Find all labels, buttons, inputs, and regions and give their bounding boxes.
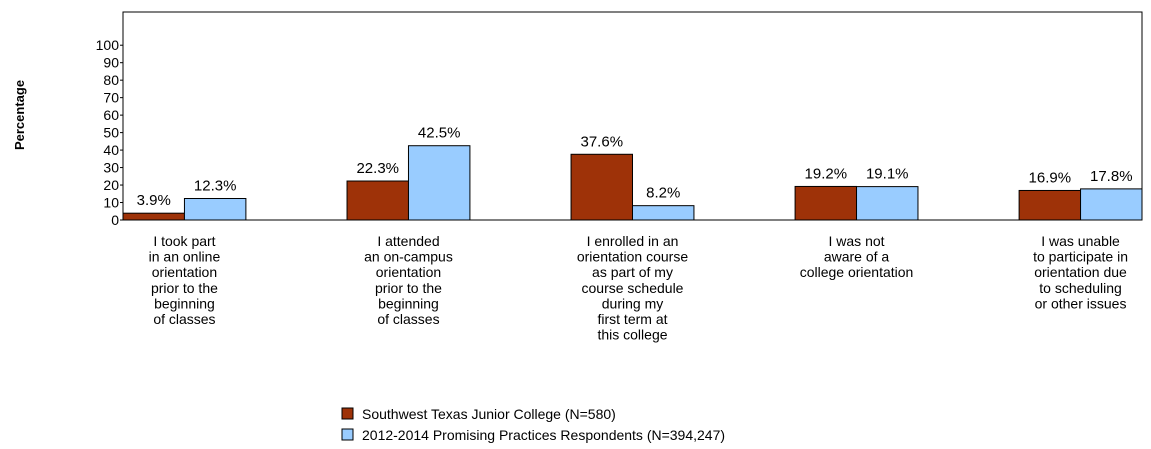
x-tick-label: orientation due bbox=[1034, 264, 1127, 280]
bar bbox=[183, 198, 247, 221]
value-label: 17.8% bbox=[1090, 168, 1133, 185]
legend-swatch bbox=[341, 407, 354, 420]
y-tick-label: 50 bbox=[103, 125, 119, 141]
x-tick-label: course schedule bbox=[582, 280, 684, 296]
value-label: 22.3% bbox=[356, 160, 399, 177]
value-label: 42.5% bbox=[418, 125, 461, 142]
y-tick-label: 20 bbox=[103, 177, 119, 193]
x-tick-label: beginning bbox=[378, 295, 439, 311]
bar bbox=[1018, 189, 1082, 221]
y-tick-label: 30 bbox=[103, 160, 119, 176]
x-tick-label: in an online bbox=[149, 249, 221, 265]
bar bbox=[122, 212, 185, 221]
x-tick-label: an on-campus bbox=[364, 249, 453, 265]
bar bbox=[407, 145, 471, 221]
x-tick-label: of classes bbox=[377, 311, 439, 327]
bar bbox=[570, 153, 634, 221]
x-tick-label: prior to the bbox=[151, 280, 218, 296]
bar bbox=[856, 186, 919, 221]
bar bbox=[794, 185, 858, 221]
x-tick-label: I enrolled in an bbox=[587, 233, 679, 249]
x-tick-label: first term at bbox=[597, 311, 667, 327]
value-label: 3.9% bbox=[137, 192, 171, 209]
value-label: 16.9% bbox=[1029, 169, 1072, 186]
x-tick-label: aware of a bbox=[824, 249, 890, 265]
y-tick-label: 40 bbox=[103, 142, 119, 158]
y-tick-label: 80 bbox=[103, 72, 119, 88]
y-tick-label: 10 bbox=[103, 195, 119, 211]
x-tick-label: during my bbox=[602, 295, 663, 311]
x-tick-label: I was not bbox=[829, 233, 885, 249]
x-tick-label: college orientation bbox=[800, 264, 914, 280]
bar bbox=[1080, 188, 1143, 221]
x-tick-label: beginning bbox=[154, 295, 215, 311]
x-tick-label: I attended bbox=[377, 233, 439, 249]
value-label: 12.3% bbox=[194, 178, 237, 195]
y-tick-label: 0 bbox=[111, 212, 119, 228]
x-tick-label: to scheduling bbox=[1039, 280, 1122, 296]
value-label: 19.1% bbox=[866, 166, 909, 183]
y-tick-label: 60 bbox=[103, 107, 119, 123]
x-tick-label: prior to the bbox=[375, 280, 442, 296]
x-tick-label: I took part bbox=[153, 233, 215, 249]
x-tick-label: of classes bbox=[153, 311, 215, 327]
legend-label: Southwest Texas Junior College (N=580) bbox=[362, 406, 616, 422]
x-tick-label: orientation bbox=[376, 264, 441, 280]
bar bbox=[346, 180, 409, 221]
y-tick-label: 70 bbox=[103, 90, 119, 106]
legend-label: 2012-2014 Promising Practices Respondent… bbox=[362, 427, 725, 443]
bar bbox=[632, 205, 695, 221]
y-tick-label: 100 bbox=[96, 37, 120, 53]
value-label: 8.2% bbox=[646, 185, 680, 202]
x-tick-label: this college bbox=[597, 327, 667, 343]
x-tick-label: as part of my bbox=[592, 264, 673, 280]
y-tick-label: 90 bbox=[103, 55, 119, 71]
x-tick-label: orientation bbox=[152, 264, 217, 280]
x-tick-label: orientation course bbox=[577, 249, 689, 265]
x-tick-label: to participate in bbox=[1033, 249, 1128, 265]
value-label: 37.6% bbox=[581, 133, 624, 150]
legend-swatch bbox=[341, 428, 354, 441]
value-label: 19.2% bbox=[805, 165, 848, 182]
x-tick-label: I was unable bbox=[1041, 233, 1120, 249]
y-axis-label: Percentage bbox=[12, 80, 27, 150]
x-tick-label: or other issues bbox=[1035, 295, 1127, 311]
